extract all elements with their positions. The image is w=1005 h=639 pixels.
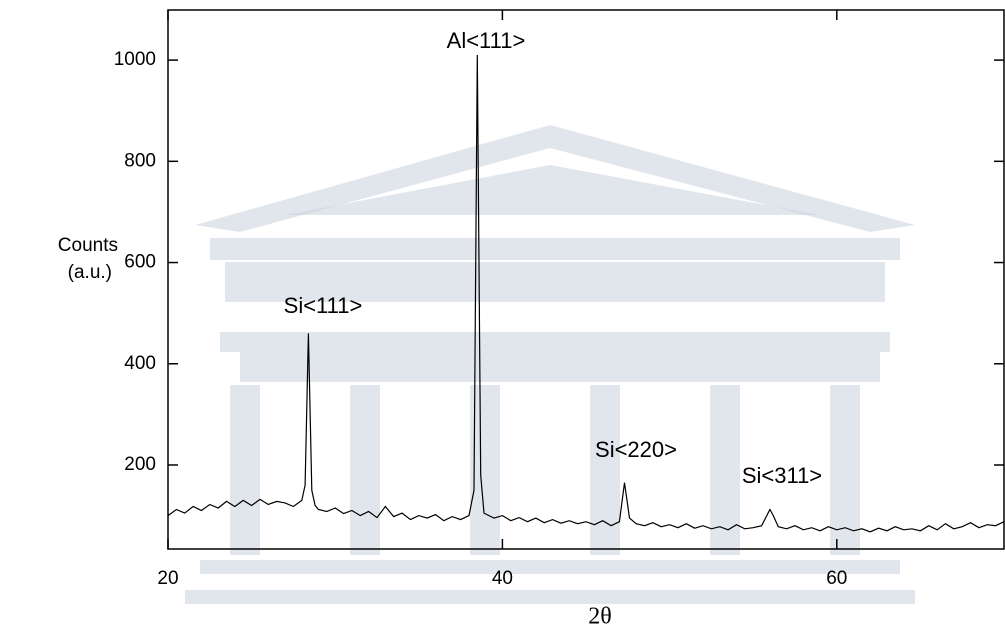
peak-annotation: Si<311> — [742, 463, 822, 488]
y-tick-label: 400 — [124, 353, 156, 374]
peak-annotation: Al<111> — [447, 28, 526, 53]
x-tick-label: 60 — [826, 568, 847, 589]
peak-annotation: Si<111> — [284, 293, 363, 318]
watermark — [185, 125, 915, 604]
x-tick-label: 20 — [157, 568, 178, 589]
y-tick-label: 1000 — [114, 49, 156, 70]
x-axis-label: 2θ — [588, 604, 612, 630]
y-axis-label: (a.u.) — [68, 262, 112, 283]
y-axis-label: Counts — [58, 235, 118, 256]
chart: Counts (a.u.) 2θ 200 400 600 800 1000 20 40 60 A… — [0, 0, 1005, 639]
peak-annotation: Si<220> — [595, 437, 677, 462]
y-tick-label: 600 — [124, 252, 156, 273]
x-tick-label: 40 — [492, 568, 513, 589]
y-tick-label: 800 — [124, 150, 156, 171]
y-tick-label: 200 — [124, 454, 156, 475]
